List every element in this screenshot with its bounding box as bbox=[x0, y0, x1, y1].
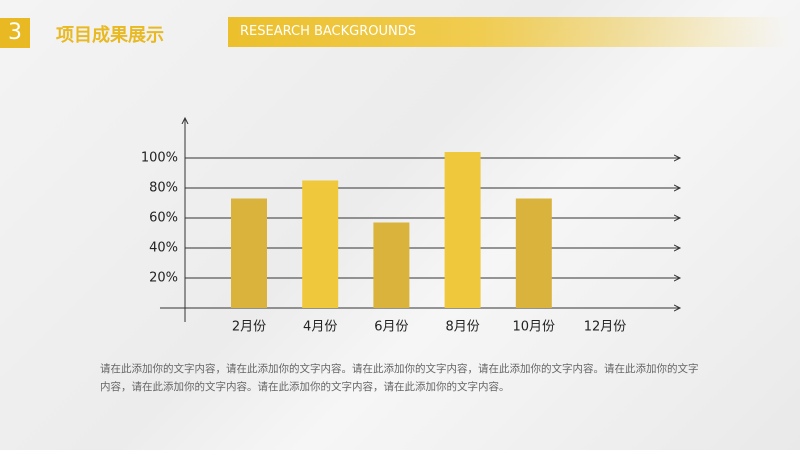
subtitle: RESEARCH BACKGROUNDS bbox=[240, 24, 417, 39]
y-tick-label: 40% bbox=[149, 241, 178, 256]
bar bbox=[515, 198, 552, 308]
x-tick-label: 8月份 bbox=[445, 320, 479, 335]
body-text: 请在此添加你的文字内容，请在此添加你的文字内容。请在此添加你的文字内容，请在此添… bbox=[100, 363, 699, 393]
section-number: 3 bbox=[0, 18, 30, 48]
bar bbox=[231, 198, 267, 308]
y-tick-label: 60% bbox=[149, 211, 178, 226]
y-tick-label: 20% bbox=[149, 271, 178, 286]
slide-title: 项目成果展示 bbox=[56, 25, 164, 46]
x-tick-label: 10月份 bbox=[513, 320, 556, 335]
bar bbox=[302, 180, 339, 308]
y-tick-label: 100% bbox=[141, 151, 178, 166]
bar bbox=[444, 152, 481, 308]
x-tick-label: 4月份 bbox=[303, 320, 337, 335]
x-tick-label: 6月份 bbox=[374, 320, 408, 335]
x-tick-label: 12月份 bbox=[584, 320, 627, 335]
x-tick-label: 2月份 bbox=[232, 320, 266, 335]
banner: RESEARCH BACKGROUNDS bbox=[228, 17, 788, 47]
y-tick-label: 80% bbox=[149, 181, 178, 196]
bar bbox=[373, 222, 410, 308]
